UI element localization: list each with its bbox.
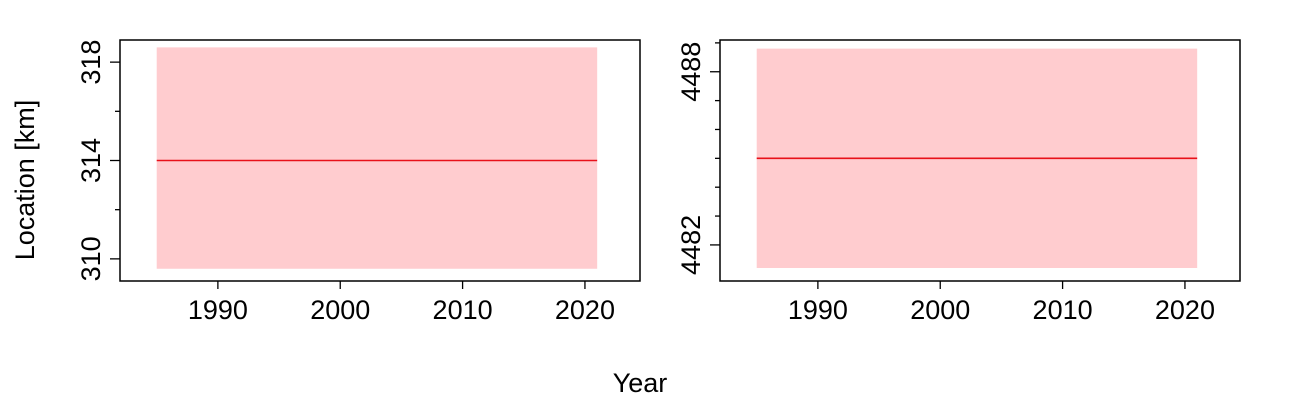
panel-2-frame — [719, 39, 1241, 282]
panel-1-x-tick-label: 2020 — [555, 295, 615, 325]
panel-2-x-tick-label: 2020 — [1155, 295, 1215, 325]
panel-1-x-tick-label: 2000 — [310, 295, 370, 325]
panel-2-x-tick-label: 2010 — [1033, 295, 1093, 325]
panel-2-x-tick-label: 1990 — [788, 295, 848, 325]
panel-1-y-tick-label: 314 — [76, 138, 106, 183]
panel-1-y-tick-label: 318 — [76, 40, 106, 85]
panel-1-x-tick-label: 2010 — [433, 295, 493, 325]
x-axis-label: Year — [613, 368, 668, 398]
y-axis-label: Location [km] — [10, 100, 40, 261]
panel-1-x-tick-label: 1990 — [188, 295, 248, 325]
panel-1-band-1 — [156, 47, 598, 269]
panel-1-y-tick-label: 310 — [76, 236, 106, 281]
panel-2-y-tick-label: 4488 — [676, 42, 706, 102]
panel-2-y-tick-label: 4482 — [676, 215, 706, 275]
panel-2-x-tick-label: 2000 — [910, 295, 970, 325]
